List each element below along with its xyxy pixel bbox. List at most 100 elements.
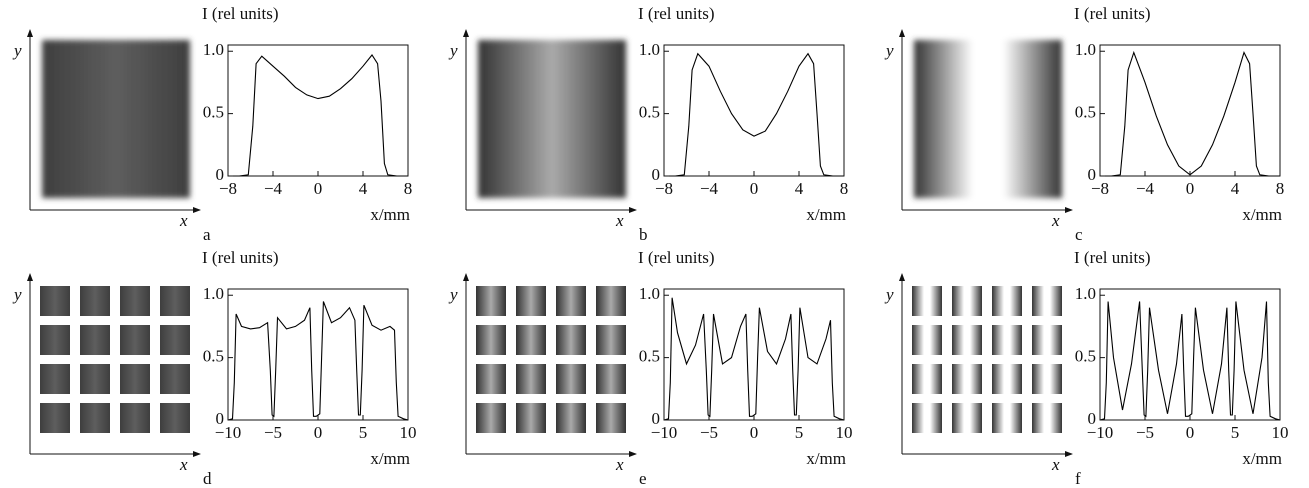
intensity-tile — [596, 403, 626, 433]
y-tick-label: 0.5 — [1075, 103, 1096, 122]
intensity-tile — [556, 364, 586, 394]
intensity-tile — [952, 286, 982, 316]
x-axis-label: x/mm — [1242, 449, 1282, 468]
image-y-label: y — [12, 285, 22, 304]
intensity-tile — [912, 403, 942, 433]
intensity-tile — [516, 325, 546, 355]
intensity-tile — [80, 286, 110, 316]
intensity-tile — [992, 364, 1022, 394]
y-tick-label: 0 — [216, 409, 225, 428]
intensity-tile — [476, 325, 506, 355]
panel-label: a — [203, 225, 211, 244]
x-tick-label: 0 — [314, 179, 323, 198]
panel-label: e — [639, 469, 647, 488]
intensity-tile — [160, 364, 190, 394]
x-tick-label: 5 — [1231, 423, 1240, 442]
intensity-tile — [992, 403, 1022, 433]
y-tick-label: 1.0 — [203, 284, 224, 303]
intensity-tile — [120, 325, 150, 355]
intensity-tile — [80, 403, 110, 433]
intensity-tile — [596, 325, 626, 355]
intensity-tile — [1032, 403, 1062, 433]
y-tick-label: 0 — [652, 409, 661, 428]
image-y-label: y — [884, 41, 894, 60]
y-axis-label: I (rel units) — [1074, 248, 1150, 267]
x-tick-label: 5 — [795, 423, 804, 442]
image-x-label: x — [1051, 211, 1060, 230]
intensity-tile — [556, 325, 586, 355]
y-axis-label: I (rel units) — [202, 248, 278, 267]
x-tick-label: 8 — [840, 179, 849, 198]
x-axis-label: x/mm — [370, 205, 410, 224]
intensity-tile — [516, 403, 546, 433]
x-tick-label: −4 — [1136, 179, 1155, 198]
y-axis-label: I (rel units) — [638, 4, 714, 23]
y-axis-label: I (rel units) — [202, 4, 278, 23]
intensity-image — [478, 40, 626, 198]
image-x-label: x — [179, 455, 188, 474]
image-y-label: y — [448, 285, 458, 304]
x-tick-label: 4 — [795, 179, 804, 198]
intensity-tile — [160, 286, 190, 316]
y-tick-label: 0 — [1088, 165, 1097, 184]
profile-line — [228, 302, 408, 421]
x-tick-label: 0 — [1186, 179, 1195, 198]
x-tick-label: 0 — [750, 423, 759, 442]
profile-line — [1100, 302, 1280, 421]
x-tick-label: 8 — [1276, 179, 1285, 198]
intensity-tile — [476, 364, 506, 394]
x-tick-label: 5 — [359, 423, 368, 442]
y-tick-label: 1.0 — [1075, 40, 1096, 59]
intensity-tile — [1032, 286, 1062, 316]
y-tick-label: 0 — [652, 165, 661, 184]
intensity-tile — [952, 364, 982, 394]
intensity-image — [914, 40, 1062, 198]
intensity-tile — [40, 364, 70, 394]
intensity-tile — [120, 364, 150, 394]
y-tick-label: 0.5 — [203, 347, 224, 366]
plot-frame — [228, 289, 408, 420]
panel-label: b — [639, 225, 648, 244]
intensity-tile — [516, 364, 546, 394]
image-x-label: x — [615, 455, 624, 474]
intensity-tile — [160, 403, 190, 433]
intensity-tile — [120, 286, 150, 316]
intensity-image — [42, 40, 190, 198]
x-tick-label: 10 — [836, 423, 853, 442]
image-x-label: x — [179, 211, 188, 230]
y-tick-label: 1.0 — [639, 284, 660, 303]
intensity-tile — [992, 325, 1022, 355]
intensity-tile — [912, 364, 942, 394]
image-y-label: y — [884, 285, 894, 304]
intensity-tile — [516, 286, 546, 316]
intensity-tile — [596, 286, 626, 316]
intensity-tile — [952, 403, 982, 433]
panel-label: f — [1075, 469, 1081, 488]
y-tick-label: 0 — [1088, 409, 1097, 428]
x-tick-label: −5 — [700, 423, 718, 442]
x-tick-label: 10 — [1272, 423, 1289, 442]
y-tick-label: 0 — [216, 165, 225, 184]
x-tick-label: 4 — [1231, 179, 1240, 198]
x-tick-label: −5 — [1136, 423, 1154, 442]
x-tick-label: −5 — [264, 423, 282, 442]
profile-line — [664, 54, 844, 176]
x-axis-label: x/mm — [806, 449, 846, 468]
intensity-tile — [912, 325, 942, 355]
y-axis-label: I (rel units) — [1074, 4, 1150, 23]
intensity-tile — [120, 403, 150, 433]
profile-line — [664, 298, 844, 420]
intensity-tile — [160, 325, 190, 355]
x-tick-label: 8 — [404, 179, 413, 198]
intensity-tile — [1032, 325, 1062, 355]
intensity-tile — [476, 286, 506, 316]
intensity-tile — [40, 286, 70, 316]
y-tick-label: 1.0 — [639, 40, 660, 59]
intensity-tile — [40, 325, 70, 355]
y-tick-label: 0.5 — [639, 103, 660, 122]
x-tick-label: 0 — [314, 423, 323, 442]
x-tick-label: −4 — [264, 179, 283, 198]
intensity-tile — [992, 286, 1022, 316]
image-y-label: y — [448, 41, 458, 60]
panel-label: d — [203, 469, 212, 488]
